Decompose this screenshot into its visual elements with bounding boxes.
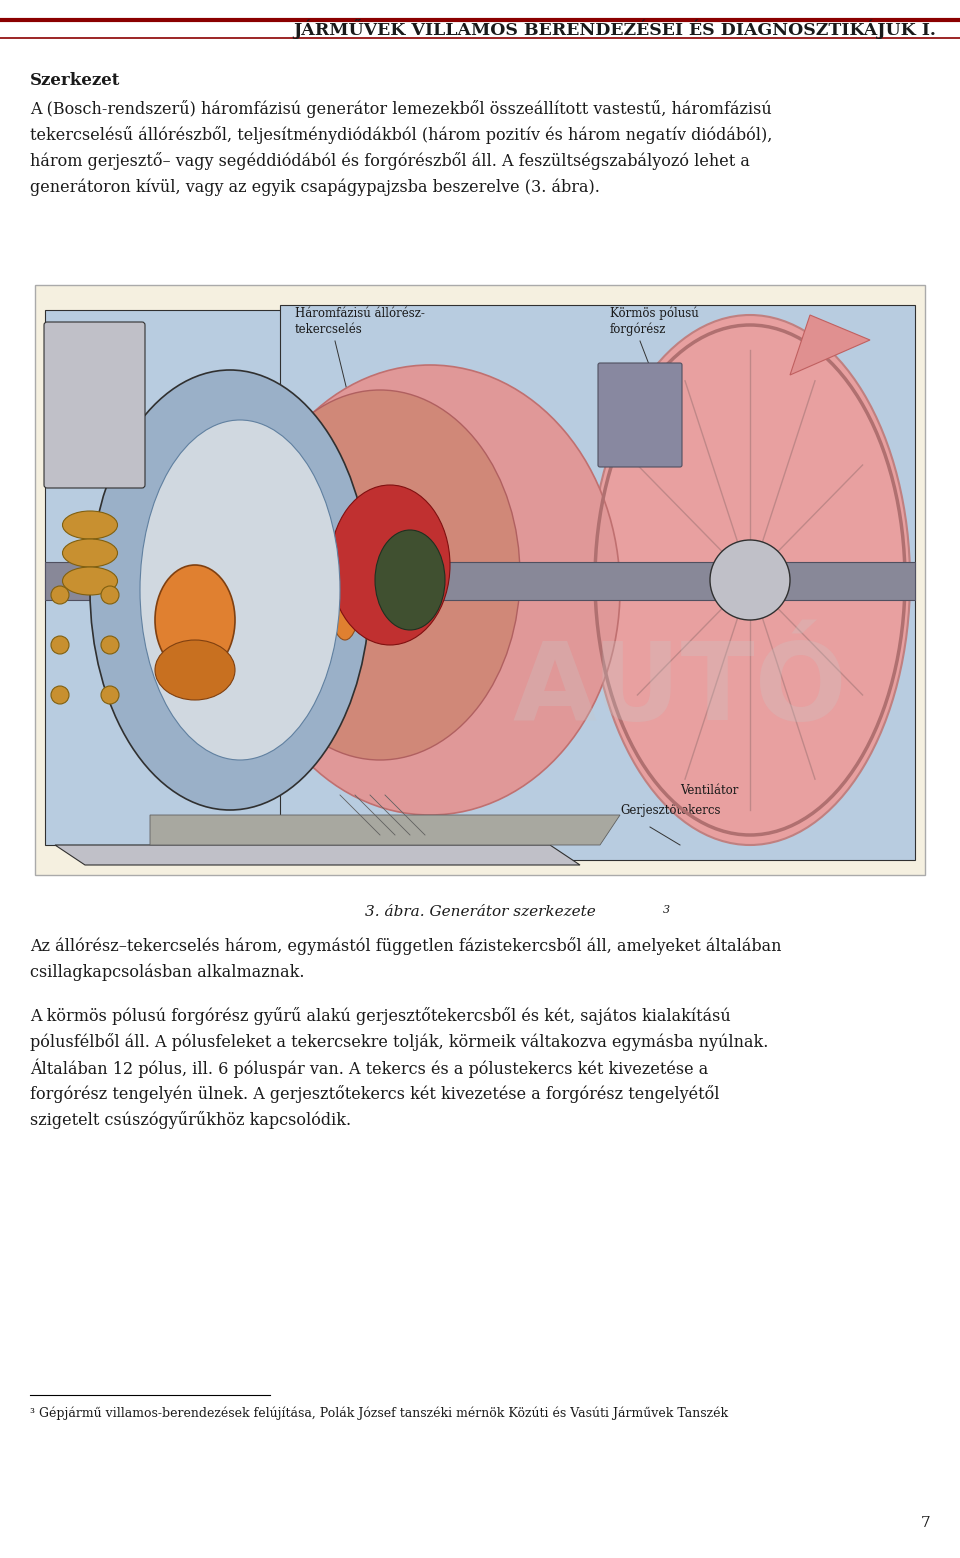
Text: Az állórész–tekercselés három, egymástól független fázistekercsből áll, amelyeke: Az állórész–tekercselés három, egymástól… (30, 936, 781, 955)
Ellipse shape (101, 586, 119, 605)
Ellipse shape (240, 365, 620, 815)
Ellipse shape (90, 369, 370, 810)
Polygon shape (150, 815, 620, 844)
Text: tekercselésű állórészből, teljesítménydiódákból (három pozitív és három negatív : tekercselésű állórészből, teljesítménydi… (30, 126, 773, 143)
Ellipse shape (240, 390, 520, 760)
Text: A (Bosch-rendszerű) háromfázisú generátor lemezekből összeállított vastestű, hár: A (Bosch-rendszerű) háromfázisú generáto… (30, 100, 772, 118)
FancyBboxPatch shape (598, 363, 682, 467)
Ellipse shape (330, 485, 450, 645)
Text: JÁRMŰVEK VILLAMOS BERENDEZÉSEI ÉS DIAGNOSZTIKÁJUK I.: JÁRMŰVEK VILLAMOS BERENDEZÉSEI ÉS DIAGNO… (293, 19, 936, 39)
Text: szigetelt csúszógyűrűkhöz kapcsolódik.: szigetelt csúszógyűrűkhöz kapcsolódik. (30, 1111, 351, 1130)
Ellipse shape (155, 566, 235, 675)
Ellipse shape (62, 567, 117, 595)
Polygon shape (280, 305, 915, 860)
Ellipse shape (155, 640, 235, 700)
Ellipse shape (380, 559, 410, 640)
Text: Körmös pólusú: Körmös pólusú (610, 307, 699, 319)
Text: forgórész tengelyén ülnek. A gerjesztőtekercs két kivezetése a forgórész tengely: forgórész tengelyén ülnek. A gerjesztőte… (30, 1084, 719, 1103)
FancyBboxPatch shape (44, 323, 145, 488)
Ellipse shape (101, 636, 119, 654)
Text: 3. ábra. Generátor szerkezete: 3. ábra. Generátor szerkezete (365, 905, 595, 919)
Ellipse shape (710, 541, 790, 620)
Text: Gerjesztőtekercs: Gerjesztőtekercs (620, 804, 721, 816)
Ellipse shape (140, 421, 340, 760)
Ellipse shape (51, 686, 69, 704)
Ellipse shape (51, 636, 69, 654)
Text: A körmös pólusú forgórész gyűrű alakú gerjesztőtekercsből és két, sajátos kialak: A körmös pólusú forgórész gyűrű alakú ge… (30, 1006, 731, 1025)
Text: 7: 7 (921, 1516, 930, 1530)
Polygon shape (790, 315, 870, 375)
Text: 3: 3 (663, 905, 670, 915)
Text: generátoron kívül, vagy az egyik csapágypajzsba beszerelve (3. ábra).: generátoron kívül, vagy az egyik csapágy… (30, 178, 600, 195)
Ellipse shape (305, 559, 335, 640)
Text: Csúszógyűrű: Csúszógyűrű (43, 419, 119, 433)
Text: Általában 12 pólus, ill. 6 póluspár van. A tekercs és a pólustekercs két kivezet: Általában 12 pólus, ill. 6 póluspár van.… (30, 1059, 708, 1078)
Text: Dióda: Dióda (123, 488, 157, 500)
Ellipse shape (51, 586, 69, 605)
Ellipse shape (101, 686, 119, 704)
Ellipse shape (375, 530, 445, 629)
Text: AUTÓ: AUTÓ (513, 637, 848, 743)
Ellipse shape (355, 559, 385, 640)
Polygon shape (45, 310, 360, 844)
Ellipse shape (62, 511, 117, 539)
Ellipse shape (590, 315, 910, 844)
FancyBboxPatch shape (35, 285, 925, 876)
Text: Szerkezet: Szerkezet (30, 72, 120, 89)
Ellipse shape (330, 559, 360, 640)
Text: forgórész: forgórész (610, 323, 666, 337)
Text: tekercselés: tekercselés (295, 323, 363, 337)
Text: Ventilátor: Ventilátor (680, 784, 738, 798)
Text: három gerjesztő– vagy segéddiódából és forgórészből áll. A feszültségszabályozó : három gerjesztő– vagy segéddiódából és f… (30, 153, 750, 170)
Text: ³ Gépjármű villamos-berendezések felújítása, Polák József tanszéki mérnök Közúti: ³ Gépjármű villamos-berendezések felújít… (30, 1407, 728, 1421)
Text: pólusfélből áll. A pólusfeleket a tekercsekre tolják, körmeik váltakozva egymásb: pólusfélből áll. A pólusfeleket a tekerc… (30, 1033, 768, 1052)
FancyBboxPatch shape (45, 562, 915, 600)
Ellipse shape (62, 539, 117, 567)
Text: csillagkapcsolásban alkalmaznak.: csillagkapcsolásban alkalmaznak. (30, 963, 304, 980)
Polygon shape (55, 844, 580, 865)
Text: Háromfázisú állórész-: Háromfázisú állórész- (295, 307, 425, 319)
Text: Állórész-vastest: Állórész-vastest (200, 509, 294, 522)
